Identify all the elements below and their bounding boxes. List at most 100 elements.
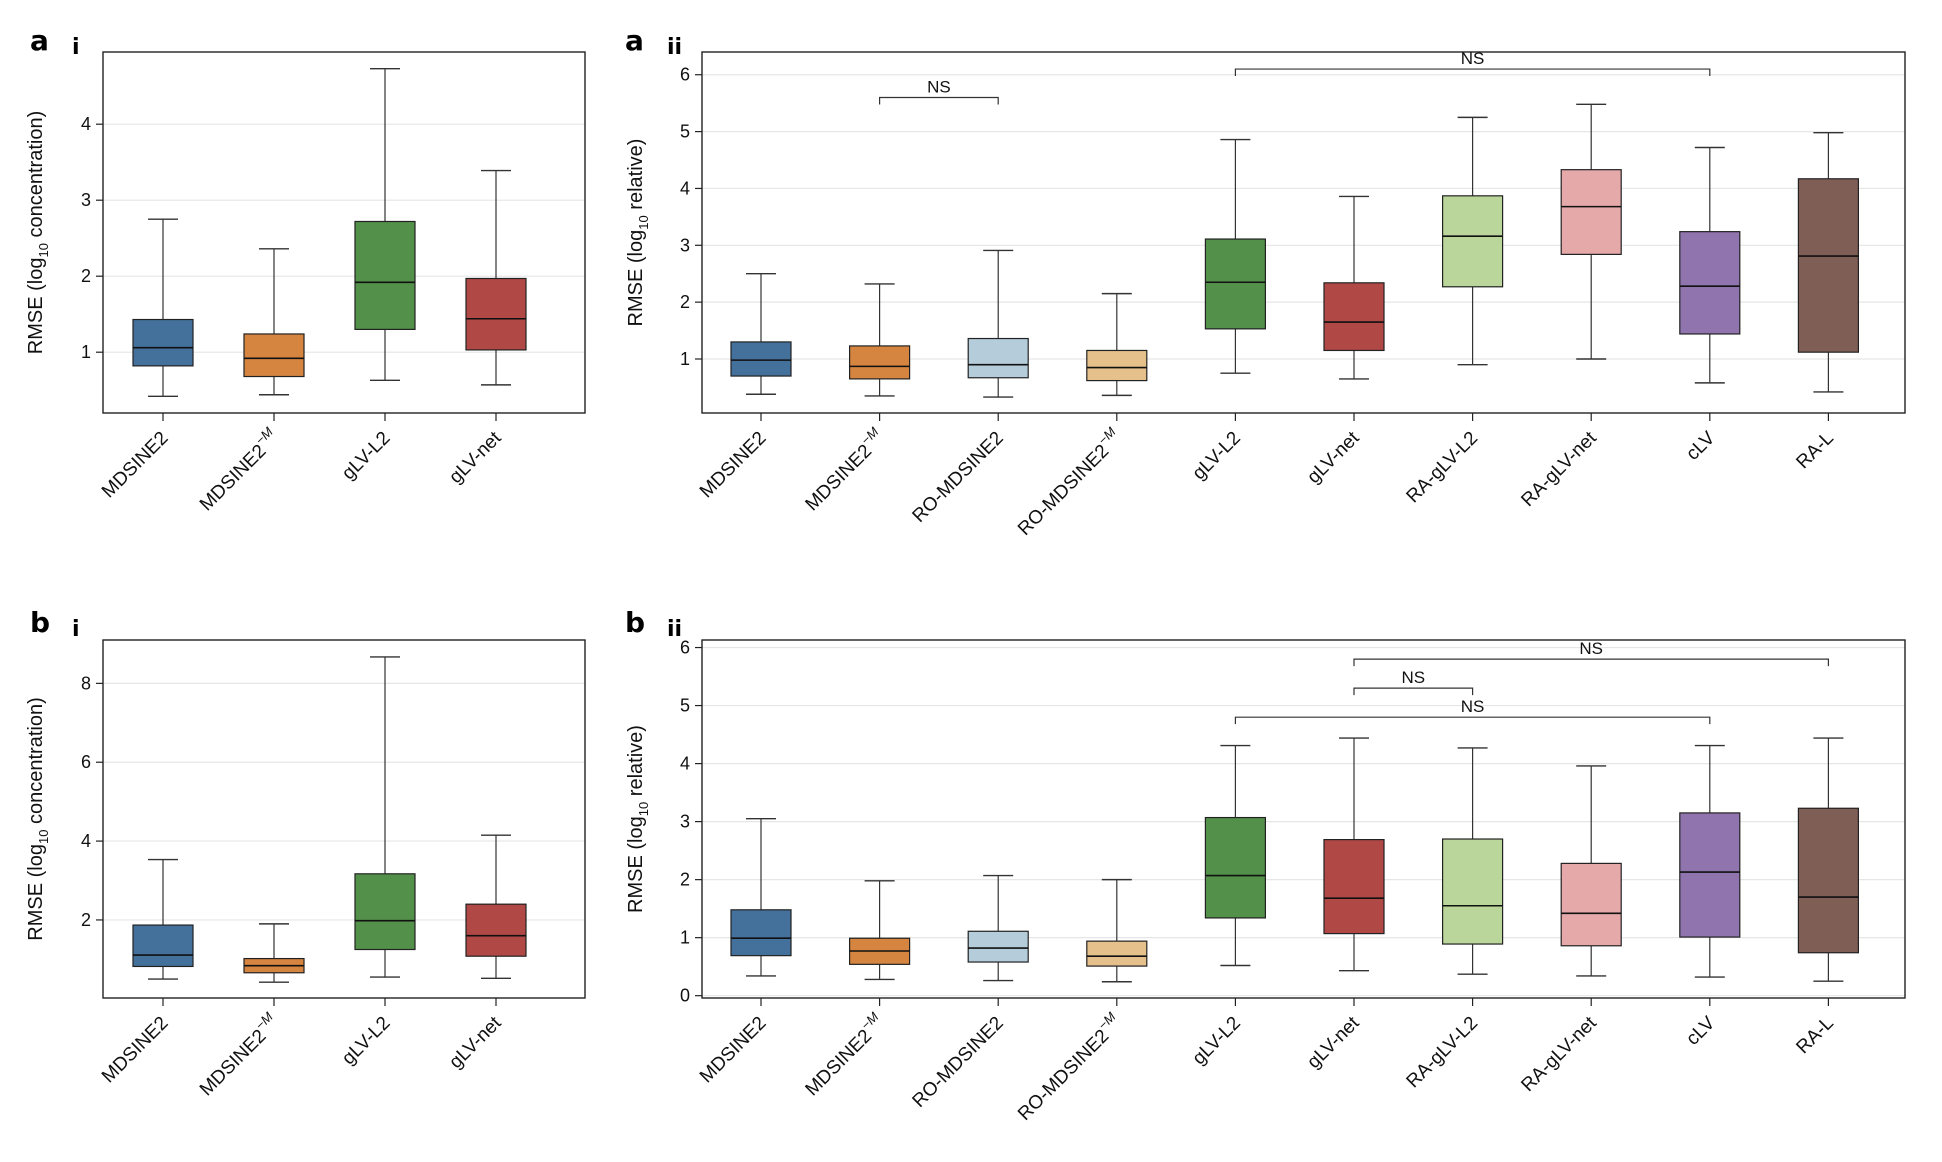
x-tick-label-main: gLV-L2 bbox=[1188, 428, 1244, 484]
x-tick-label-main: RO-MDSINE2 bbox=[1014, 1026, 1113, 1125]
x-tick-label-main: gLV-net bbox=[445, 1012, 506, 1073]
box-gLV-L2 bbox=[1204, 744, 1267, 967]
x-tick-label: cLV bbox=[1682, 427, 1719, 464]
x-tick-label: cLV bbox=[1682, 1012, 1719, 1049]
x-tick-label: RA-L bbox=[1792, 428, 1837, 473]
x-tick-label-main: RO-MDSINE2 bbox=[909, 428, 1008, 527]
x-tick-label: gLV-L2 bbox=[338, 428, 394, 484]
y-axis-label: RMSE (log10 concentration) bbox=[25, 697, 51, 940]
x-tick-label-main: RO-MDSINE2 bbox=[1014, 441, 1113, 540]
x-tick-label-main: gLV-L2 bbox=[338, 428, 394, 484]
x-tick-label-main: MDSINE2 bbox=[98, 1013, 173, 1088]
x-tick-label-main: MDSINE2 bbox=[696, 1013, 771, 1088]
x-tick-label: gLV-net bbox=[445, 1012, 506, 1073]
y-axis-label-end: relative) bbox=[625, 139, 647, 216]
x-tick-label: gLV-L2 bbox=[1188, 428, 1244, 484]
x-tick-label-main: cLV bbox=[1682, 1012, 1719, 1049]
iqr-box bbox=[354, 873, 416, 951]
y-tick-label: 1 bbox=[81, 342, 91, 362]
x-tick-label-main: MDSINE2 bbox=[196, 1026, 271, 1101]
iqr-box bbox=[132, 924, 194, 968]
box-MDSINE2 bbox=[132, 858, 194, 980]
iqr-box bbox=[730, 341, 792, 377]
x-tick-label: RA-gLV-net bbox=[1517, 1012, 1601, 1096]
plot-frame bbox=[102, 51, 586, 414]
x-tick-label: RA-gLV-net bbox=[1517, 427, 1601, 511]
y-tick-label: 2 bbox=[81, 266, 91, 286]
x-tick-label-main: MDSINE2 bbox=[696, 428, 771, 503]
x-tick-label: MDSINE2−M bbox=[798, 1009, 889, 1100]
box-gLV-L2 bbox=[1204, 138, 1267, 374]
x-tick-label: MDSINE2−M bbox=[192, 1009, 283, 1100]
x-tick-label: RO-MDSINE2−M bbox=[1011, 1009, 1127, 1125]
y-tick-label: 4 bbox=[81, 114, 91, 134]
x-tick-label-main: gLV-L2 bbox=[338, 1013, 394, 1069]
iqr-box bbox=[730, 909, 792, 957]
y-tick-label: 4 bbox=[81, 831, 91, 851]
y-axis-label-main: RMSE (log bbox=[625, 816, 647, 913]
y-tick-label: 4 bbox=[680, 178, 690, 198]
x-tick-label-main: MDSINE2 bbox=[802, 1026, 877, 1101]
significance-label: NS bbox=[1401, 668, 1425, 687]
x-tick-label-main: MDSINE2 bbox=[98, 428, 173, 503]
x-tick-label: MDSINE2 bbox=[696, 1013, 771, 1088]
y-axis-label-end: concentration) bbox=[25, 697, 47, 829]
y-axis-label-subscript: 10 bbox=[36, 830, 51, 844]
x-tick-label-main: RA-gLV-L2 bbox=[1403, 1013, 1483, 1093]
significance-bracket bbox=[1234, 68, 1711, 77]
iqr-box bbox=[1441, 195, 1504, 288]
box-RO-MDSINE2-M bbox=[1086, 878, 1148, 983]
x-tick-label: RO-MDSINE2 bbox=[909, 1013, 1008, 1112]
x-tick-label-main: RO-MDSINE2 bbox=[909, 1013, 1008, 1112]
x-tick-label: MDSINE2−M bbox=[192, 424, 283, 515]
significance-label: NS bbox=[1579, 639, 1603, 658]
x-tick-label-main: cLV bbox=[1682, 427, 1719, 464]
significance-bracket bbox=[879, 96, 999, 105]
y-tick-label: 0 bbox=[680, 986, 690, 1006]
significance-label: NS bbox=[1461, 49, 1485, 68]
significance-bracket bbox=[1234, 716, 1711, 725]
box-MDSINE2-M bbox=[243, 248, 305, 396]
x-tick-label: RA-gLV-L2 bbox=[1403, 1013, 1483, 1093]
x-tick-label: MDSINE2 bbox=[696, 428, 771, 503]
x-tick-label: MDSINE2 bbox=[98, 1013, 173, 1088]
y-tick-label: 4 bbox=[680, 754, 690, 774]
x-tick-label-main: RA-gLV-net bbox=[1517, 427, 1601, 511]
box-gLV-net bbox=[1323, 737, 1385, 972]
box-RO-MDSINE2-M bbox=[1086, 292, 1148, 397]
box-MDSINE2-M bbox=[848, 880, 911, 981]
iqr-box bbox=[1086, 940, 1148, 967]
iqr-box bbox=[1323, 282, 1385, 352]
iqr-box bbox=[1560, 862, 1622, 947]
iqr-box bbox=[1086, 349, 1148, 382]
box-RA-gLV-L2 bbox=[1441, 747, 1504, 975]
x-tick-label: RA-L bbox=[1792, 1013, 1837, 1058]
significance-label: NS bbox=[927, 77, 951, 96]
iqr-box bbox=[354, 220, 416, 330]
y-tick-label: 8 bbox=[81, 673, 91, 693]
y-tick-label: 6 bbox=[680, 638, 690, 658]
box-MDSINE2-M bbox=[848, 283, 911, 397]
box-RA-gLV-L2 bbox=[1441, 116, 1504, 366]
panel-letter: a bbox=[625, 24, 644, 57]
x-tick-label: RA-gLV-L2 bbox=[1403, 428, 1483, 508]
x-tick-label: gLV-net bbox=[1303, 1012, 1364, 1073]
iqr-box bbox=[1204, 816, 1267, 919]
box-MDSINE2 bbox=[730, 818, 792, 977]
box-cLV bbox=[1679, 146, 1741, 384]
panel-sublabel: ii bbox=[667, 617, 682, 642]
x-tick-label: RO-MDSINE2−M bbox=[1011, 424, 1127, 540]
x-tick-label: MDSINE2−M bbox=[798, 424, 889, 515]
y-axis-label-main: RMSE (log bbox=[625, 230, 647, 327]
y-axis-label-subscript: 10 bbox=[636, 215, 651, 229]
box-gLV-L2 bbox=[354, 656, 416, 978]
x-tick-label-main: RA-L bbox=[1792, 1013, 1837, 1058]
y-tick-label: 6 bbox=[81, 752, 91, 772]
box-RA-gLV-net bbox=[1560, 103, 1622, 360]
y-axis-label: RMSE (log10 relative) bbox=[625, 139, 651, 327]
